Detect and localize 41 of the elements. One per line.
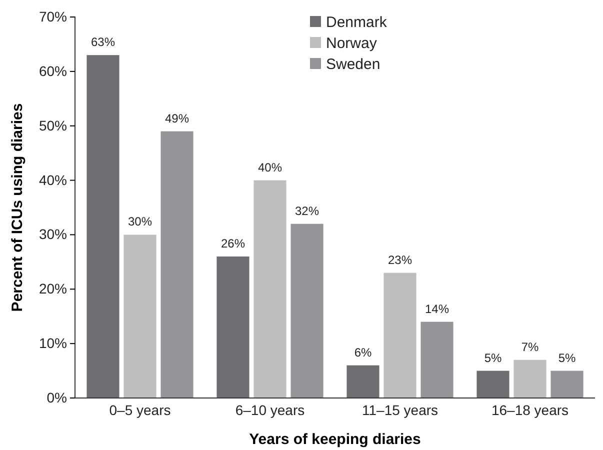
bar [254, 180, 286, 398]
y-tick-label: 40% [38, 172, 67, 188]
legend-label: Norway [326, 35, 378, 52]
data-label: 26% [220, 236, 246, 250]
bar [514, 360, 546, 398]
bar [216, 256, 250, 398]
bar [476, 370, 510, 398]
data-label: 30% [128, 214, 152, 229]
data-label: 5% [558, 350, 576, 365]
data-label: 40% [258, 160, 282, 174]
x-tick-label: 0–5 years [109, 402, 171, 418]
data-label: 63% [90, 35, 116, 50]
legend-label: Denmark [326, 14, 388, 31]
y-axis-title: Percent of ICUs using diaries [9, 103, 26, 312]
bar [124, 234, 156, 398]
data-label: 5% [484, 350, 502, 365]
data-label: 23% [388, 252, 412, 267]
y-tick-label: 0% [46, 389, 67, 406]
y-tick-label: 60% [38, 62, 67, 79]
y-tick-label: 20% [38, 280, 67, 297]
data-label: 7% [521, 340, 539, 354]
x-axis-title: Years of keeping diaries [249, 431, 421, 448]
legend-label: Sweden [326, 56, 380, 73]
data-label: 6% [354, 345, 372, 360]
y-tick-label: 10% [38, 335, 67, 352]
data-label: 14% [425, 302, 450, 316]
bar [384, 272, 416, 398]
y-tick-label: 50% [38, 117, 67, 134]
bar [550, 370, 584, 398]
x-tick-label: 16–18 years [491, 402, 569, 418]
bar [346, 365, 380, 398]
data-label: 32% [295, 204, 320, 218]
x-tick-label: 11–15 years [362, 402, 438, 418]
bar [290, 224, 324, 398]
x-tick-label: 6–10 years [235, 402, 305, 418]
data-label: 49% [165, 111, 190, 126]
bar [160, 131, 194, 398]
y-tick-label: 30% [38, 226, 67, 242]
bar [86, 55, 120, 398]
bar [420, 322, 454, 398]
y-tick-label: 70% [38, 8, 67, 24]
